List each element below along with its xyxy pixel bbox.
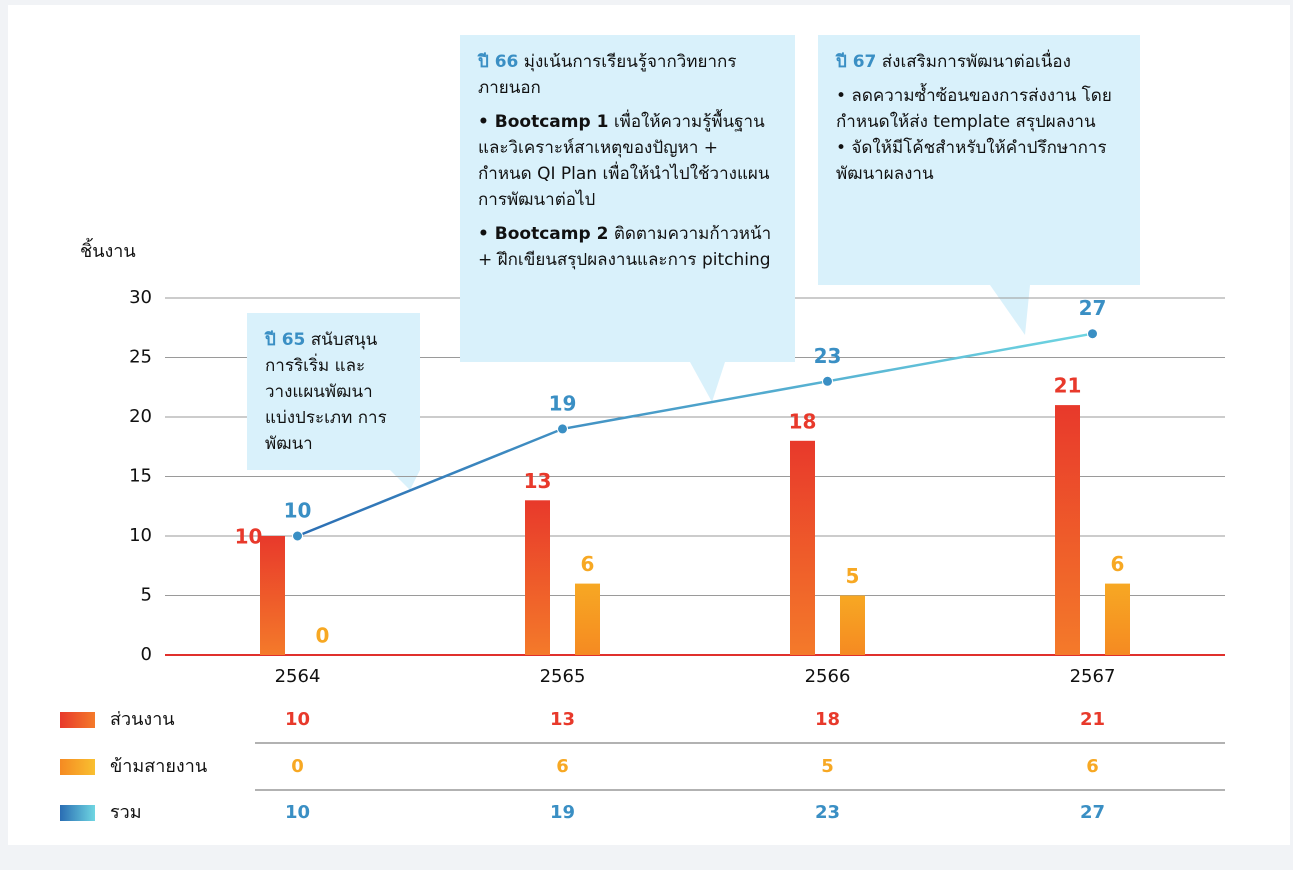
value-label: 6 (581, 552, 595, 576)
callout-heading: ปี 66 มุ่งเน้นการเรียนรู้จากวิทยากรภายนอ… (478, 49, 777, 101)
y-tick-label: 30 (129, 287, 152, 308)
legend-swatch (60, 759, 95, 775)
callout-item-text: เพื่อให้ความรู้พื้นฐาน และวิเคราะห์สาเหต… (478, 112, 770, 210)
table-value: 27 (1080, 802, 1105, 823)
callout: ปี 67 ส่งเสริมการพัฒนาต่อเนื่อง • ลดความซ… (818, 35, 1140, 285)
value-label: 21 (1054, 374, 1082, 398)
y-axis-label: ชิ้นงาน (80, 238, 136, 262)
callout-title: ปี 66 (478, 52, 519, 72)
table-value: 6 (1086, 756, 1099, 777)
value-label: 6 (1111, 552, 1125, 576)
table-value: 10 (285, 709, 310, 730)
value-label: 5 (846, 564, 860, 588)
callout: ปี 65 สนับสนุนการริเริ่ม และวางแผนพัฒนา … (247, 313, 420, 470)
callout-text: มุ่งเน้นการเรียนรู้จากวิทยากรภายนอก (478, 52, 737, 98)
callout-item: • จัดให้มีโค้ชสำหรับให้คำปรึกษาการพัฒนาผ… (836, 138, 1107, 184)
x-tick-label: 2564 (275, 666, 321, 687)
callout-text: ส่งเสริมการพัฒนาต่อเนื่อง (881, 52, 1071, 72)
bar (840, 595, 865, 655)
callout-title: ปี 67 (836, 52, 877, 72)
y-tick-label: 5 (141, 585, 152, 606)
bar (260, 536, 285, 655)
value-label: 19 (549, 391, 577, 415)
table-value: 6 (556, 756, 569, 777)
table-value: 21 (1080, 709, 1105, 730)
legend-label: ส่วนงาน (110, 709, 175, 730)
y-tick-label: 0 (141, 644, 152, 665)
line-point (1087, 328, 1098, 340)
table-value: 23 (815, 802, 840, 823)
line (297, 332, 1093, 538)
value-label: 0 (316, 624, 330, 648)
table-value: 19 (550, 802, 575, 823)
callout-item: • ลดความซ้ำซ้อนของการส่งงาน โดยกำหนดให้ส… (836, 86, 1112, 132)
value-label: 23 (814, 344, 842, 368)
callout-item-bold: • Bootcamp 2 (478, 224, 609, 244)
value-label: 13 (524, 469, 552, 493)
bar (525, 500, 550, 655)
line-point (292, 530, 303, 542)
table-value: 0 (291, 756, 304, 777)
x-tick-label: 2565 (540, 666, 586, 687)
value-label: 10 (235, 525, 263, 549)
callout-item: • Bootcamp 1 เพื่อให้ความรู้พื้นฐาน และว… (478, 109, 777, 213)
callout-item: • Bootcamp 2 ติดตามความก้าวหน้า + ฝึกเขี… (478, 221, 777, 273)
value-label: 27 (1079, 296, 1107, 320)
x-tick-label: 2567 (1070, 666, 1116, 687)
callout-item-text: ติดตามความก้าวหน้า + ฝึกเขียนสรุปผลงานแล… (478, 224, 772, 270)
table-value: 10 (285, 802, 310, 823)
value-label: 10 (284, 499, 312, 523)
y-tick-label: 25 (129, 347, 152, 368)
legend-swatch (60, 805, 95, 821)
bar (575, 583, 600, 655)
legend-label: รวม (110, 802, 142, 823)
value-label: 18 (789, 409, 817, 433)
legend-label: ข้ามสายงาน (110, 756, 207, 777)
y-tick-label: 20 (129, 406, 152, 427)
x-tick-label: 2566 (805, 666, 851, 687)
legend-swatch (60, 712, 95, 728)
line-point (557, 423, 568, 435)
line-point (822, 375, 833, 387)
callout-text: สนับสนุนการริเริ่ม และวางแผนพัฒนา แบ่งปร… (265, 330, 387, 454)
callout: ปี 66 มุ่งเน้นการเรียนรู้จากวิทยากรภายนอ… (460, 35, 795, 362)
table-value: 18 (815, 709, 840, 730)
callout-item-bold: • Bootcamp 1 (478, 112, 609, 132)
y-tick-label: 10 (129, 525, 152, 546)
bar (790, 440, 815, 655)
callout-title: ปี 65 (265, 330, 306, 350)
callout-tail (690, 362, 725, 402)
bar (1105, 583, 1130, 655)
table-value: 5 (821, 756, 834, 777)
y-tick-label: 15 (129, 466, 152, 487)
callout-tail (390, 470, 420, 490)
bar (1055, 405, 1080, 655)
callout-heading: ปี 67 ส่งเสริมการพัฒนาต่อเนื่อง (836, 49, 1122, 75)
table-value: 13 (550, 709, 575, 730)
